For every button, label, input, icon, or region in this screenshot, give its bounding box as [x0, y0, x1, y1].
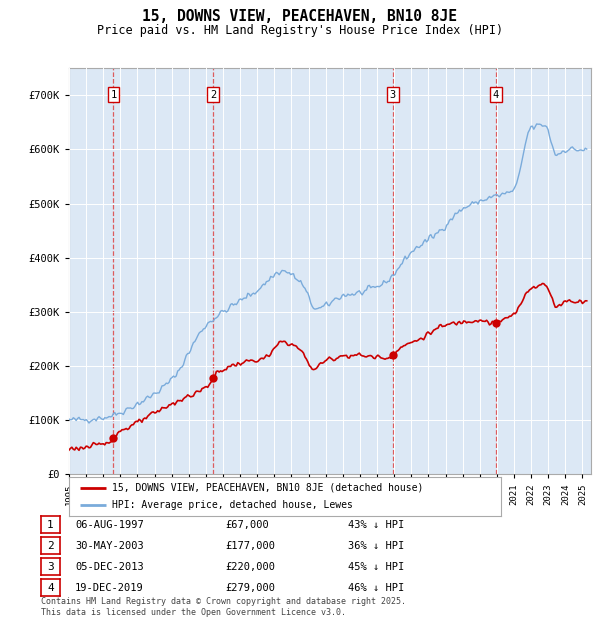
Text: HPI: Average price, detached house, Lewes: HPI: Average price, detached house, Lewe…: [112, 500, 353, 510]
Text: 05-DEC-2013: 05-DEC-2013: [75, 562, 144, 572]
Text: £279,000: £279,000: [225, 583, 275, 593]
Text: £220,000: £220,000: [225, 562, 275, 572]
Text: £67,000: £67,000: [225, 520, 269, 529]
Text: 15, DOWNS VIEW, PEACEHAVEN, BN10 8JE: 15, DOWNS VIEW, PEACEHAVEN, BN10 8JE: [143, 9, 458, 24]
Text: 15, DOWNS VIEW, PEACEHAVEN, BN10 8JE (detached house): 15, DOWNS VIEW, PEACEHAVEN, BN10 8JE (de…: [112, 483, 424, 493]
Text: 36% ↓ HPI: 36% ↓ HPI: [348, 541, 404, 551]
Text: Price paid vs. HM Land Registry's House Price Index (HPI): Price paid vs. HM Land Registry's House …: [97, 24, 503, 37]
Text: Contains HM Land Registry data © Crown copyright and database right 2025.
This d: Contains HM Land Registry data © Crown c…: [41, 598, 406, 617]
Text: 1: 1: [47, 520, 54, 529]
Text: 46% ↓ HPI: 46% ↓ HPI: [348, 583, 404, 593]
Text: 19-DEC-2019: 19-DEC-2019: [75, 583, 144, 593]
Text: £177,000: £177,000: [225, 541, 275, 551]
Text: 3: 3: [389, 90, 396, 100]
Text: 3: 3: [47, 562, 54, 572]
Text: 45% ↓ HPI: 45% ↓ HPI: [348, 562, 404, 572]
Text: 4: 4: [493, 90, 499, 100]
Text: 2: 2: [210, 90, 216, 100]
Text: 2: 2: [47, 541, 54, 551]
Text: 43% ↓ HPI: 43% ↓ HPI: [348, 520, 404, 529]
Text: 06-AUG-1997: 06-AUG-1997: [75, 520, 144, 529]
Text: 1: 1: [110, 90, 116, 100]
Text: 30-MAY-2003: 30-MAY-2003: [75, 541, 144, 551]
Text: 4: 4: [47, 583, 54, 593]
